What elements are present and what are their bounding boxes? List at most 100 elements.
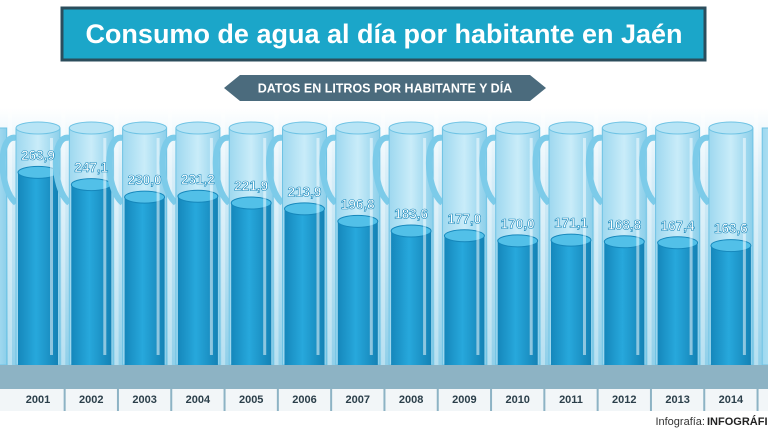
value-label: 247,1 xyxy=(74,160,108,175)
value-label: 177,0 xyxy=(448,211,482,226)
jug-handle xyxy=(639,134,658,206)
subtitle: DATOS EN LITROS POR HABITANTE Y DÍA xyxy=(258,80,512,95)
stripe xyxy=(700,108,705,365)
jug-rim xyxy=(655,121,701,135)
liquid-surface xyxy=(443,229,485,243)
jug-handle xyxy=(0,134,19,206)
stripe xyxy=(167,108,172,365)
jug-rim xyxy=(175,121,221,135)
x-tick-label: 2011 xyxy=(559,394,583,406)
x-tick-label: 2007 xyxy=(346,394,370,406)
value-label: 171,1 xyxy=(554,216,588,231)
jug-glass xyxy=(0,127,8,366)
glass-highlight xyxy=(316,138,320,355)
x-tick-label: 2004 xyxy=(186,394,211,406)
glass-highlight xyxy=(583,138,586,355)
value-label: 168,8 xyxy=(607,217,641,232)
value-label: 213,9 xyxy=(288,184,322,199)
jug-rim xyxy=(282,121,327,135)
jug-rim xyxy=(68,121,114,135)
value-label: 231,2 xyxy=(181,172,215,187)
stripe xyxy=(114,108,119,365)
jug-rim xyxy=(495,121,541,135)
liquid-surface xyxy=(657,236,699,250)
value-label: 196,8 xyxy=(341,197,375,212)
liquid-surface xyxy=(124,190,166,204)
jug-handle xyxy=(319,134,339,206)
x-tick-label: 2008 xyxy=(399,394,423,406)
value-label: 230,0 xyxy=(128,173,162,188)
x-tick-label: 2003 xyxy=(132,394,156,406)
x-tick-label: 2009 xyxy=(452,394,476,406)
x-tick-label: 2001 xyxy=(26,394,50,406)
jug-handle xyxy=(266,134,285,206)
glass-highlight xyxy=(209,138,213,355)
value-label: 163,6 xyxy=(714,221,748,236)
jug-handle xyxy=(532,134,552,206)
liquid-surface xyxy=(337,214,379,228)
glass-highlight xyxy=(476,138,480,355)
glass-highlight xyxy=(263,138,267,355)
jug-rim xyxy=(548,121,594,135)
stripe xyxy=(754,108,759,365)
jug-rim xyxy=(335,121,381,135)
jug-rim xyxy=(388,121,434,135)
base-strip xyxy=(0,365,768,389)
glass-highlight xyxy=(423,138,427,355)
chart-title: Consumo de agua al día por habitante en … xyxy=(85,19,682,49)
glass-highlight xyxy=(742,138,746,355)
credit-name: INFOGRÁFI xyxy=(707,415,768,428)
glass-highlight xyxy=(50,138,53,355)
jug-handle xyxy=(212,134,232,206)
liquid-surface xyxy=(603,235,645,249)
stripe xyxy=(647,108,652,365)
x-tick-label: 2010 xyxy=(505,394,529,406)
subtitle-banner xyxy=(224,75,546,101)
glass-highlight xyxy=(156,138,160,355)
x-tick-label: 2002 xyxy=(79,394,103,406)
glass-highlight xyxy=(529,138,533,355)
jug-rim xyxy=(228,121,274,135)
jug-handle xyxy=(585,134,605,206)
jug-rim xyxy=(601,121,647,135)
stripe xyxy=(541,108,545,365)
jug-rim xyxy=(441,121,487,135)
stripe xyxy=(327,108,332,365)
jug-handle xyxy=(692,134,712,206)
liquid-surface xyxy=(710,239,752,253)
glass-highlight xyxy=(369,138,373,355)
liquid-surface xyxy=(497,234,539,248)
liquid-surface xyxy=(177,189,219,203)
liquid-surface xyxy=(550,233,592,247)
jug-glass xyxy=(761,127,768,366)
title-box xyxy=(60,6,707,62)
liquid-surface xyxy=(390,224,432,238)
liquid-surface xyxy=(284,202,325,216)
credit-label: Infografía: xyxy=(655,416,705,428)
x-tick-label: 2014 xyxy=(719,394,744,406)
x-tick-label: 2006 xyxy=(292,394,316,406)
jug-rim xyxy=(708,121,754,135)
jug-rim xyxy=(122,121,168,135)
stripe xyxy=(434,108,439,365)
jug-handle xyxy=(159,134,179,206)
value-label: 221,9 xyxy=(234,179,268,194)
jug-handle xyxy=(425,134,445,206)
stripe xyxy=(221,108,226,365)
x-tick-label: 2005 xyxy=(239,394,263,406)
value-label: 167,4 xyxy=(661,218,695,233)
stripe xyxy=(274,108,279,365)
stripe xyxy=(381,108,386,365)
liquid-surface xyxy=(230,196,272,210)
jug-handle xyxy=(479,134,498,206)
x-tick-label: 2012 xyxy=(612,394,636,406)
jug-handle xyxy=(52,134,72,206)
glass-highlight xyxy=(689,138,693,355)
stripe xyxy=(594,108,599,365)
value-label: 183,6 xyxy=(394,207,428,222)
stripe xyxy=(8,108,12,365)
glass-highlight xyxy=(103,138,107,355)
value-label: 170,0 xyxy=(501,216,535,231)
jug-handle xyxy=(106,134,125,206)
